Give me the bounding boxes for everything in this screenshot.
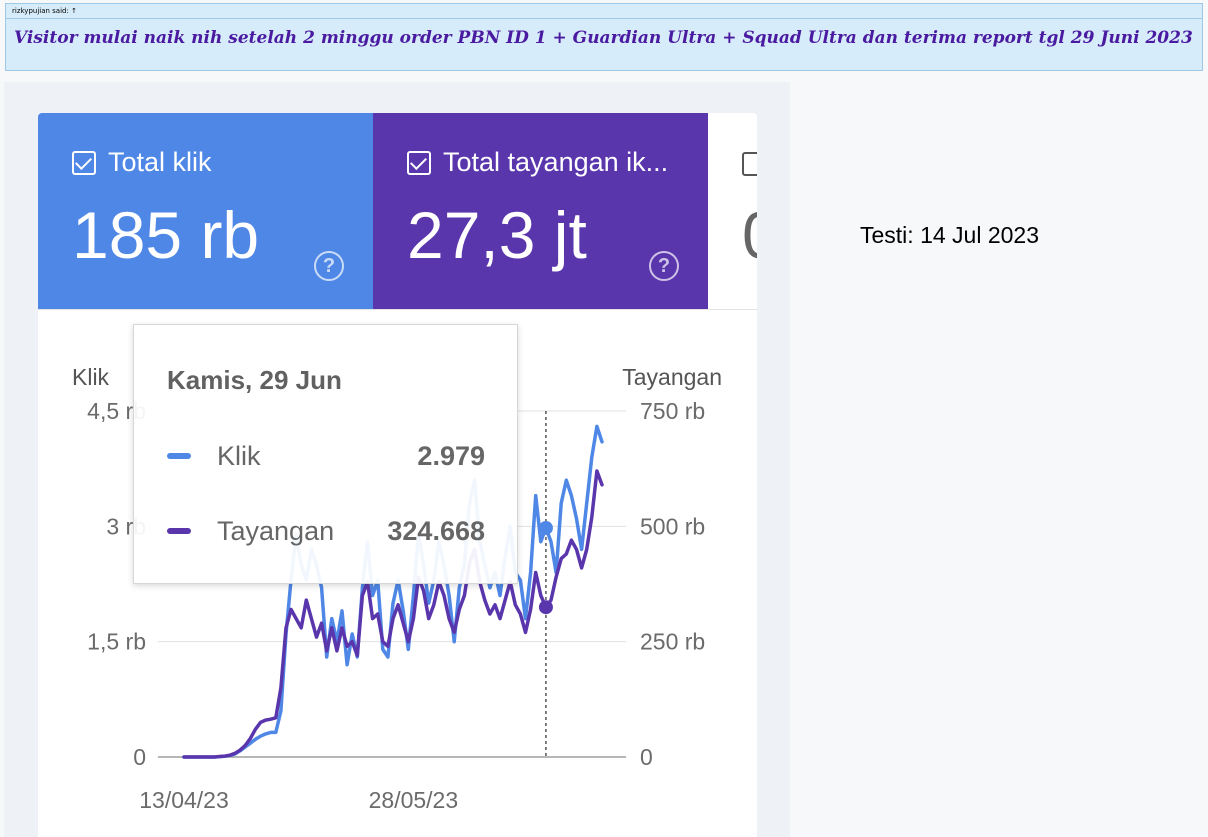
metric-title: Total tayangan ik... (407, 147, 668, 178)
metric-card-total-impressions[interactable]: Total tayangan ik... 27,3 jt ? (373, 113, 708, 309)
metric-card-third[interactable]: 0 (708, 113, 757, 309)
metric-card-total-clicks[interactable]: Total klik 185 rb ? (38, 113, 373, 309)
metric-label: Total klik (108, 147, 212, 177)
quote-author[interactable]: rizkypujian said: ↑ (12, 7, 77, 15)
left-tick-label: 1,5 rb (87, 629, 146, 655)
chart-tooltip: Kamis, 29 Jun Klik 2.979 Tayangan 324.66… (133, 324, 518, 584)
tooltip-value: 324.668 (387, 516, 485, 546)
legend-swatch-clicks (167, 453, 191, 459)
highlight-point-klik (538, 520, 553, 535)
help-icon[interactable]: ? (314, 251, 344, 281)
series-line-klik (182, 424, 604, 759)
tooltip-value: 2.979 (417, 441, 485, 471)
help-icon[interactable]: ? (649, 251, 679, 281)
checkbox-checked-icon[interactable] (407, 150, 431, 175)
divider (6, 18, 1202, 19)
x-tick-label: 28/05/23 (369, 787, 459, 813)
metric-value: 27,3 jt (407, 198, 587, 272)
right-tick-label: 0 (640, 744, 653, 770)
tooltip-label: Klik (217, 441, 261, 471)
testimonial-date: Testi: 14 Jul 2023 (860, 222, 1040, 248)
divider (38, 309, 757, 310)
tooltip-label: Tayangan (217, 516, 335, 546)
highlight-point-tayangan (538, 600, 553, 615)
right-axis-title: Tayangan (622, 364, 722, 390)
metric-value: 185 rb (72, 198, 260, 272)
legend-swatch-impressions (167, 528, 191, 534)
forum-quote-header: rizkypujian said: ↑ Visitor mulai naik n… (5, 3, 1203, 71)
checkbox-unchecked-icon[interactable] (742, 152, 757, 176)
quote-message: Visitor mulai naik nih setelah 2 minggu … (14, 28, 1193, 48)
metric-label: Total tayangan ik... (443, 147, 669, 177)
left-tick-label: 0 (133, 744, 146, 770)
x-tick-label: 13/04/23 (139, 787, 229, 813)
tooltip-row-clicks: Klik 2.979 (167, 435, 485, 475)
tooltip-date: Kamis, 29 Jun (167, 365, 342, 395)
checkbox-checked-icon[interactable] (72, 150, 96, 175)
right-tick-label: 500 rb (640, 513, 705, 539)
tooltip-row-impressions: Tayangan 324.668 (167, 510, 485, 550)
metric-value: 0 (742, 197, 757, 273)
series-line-tayangan (182, 469, 604, 759)
left-axis-title: Klik (72, 364, 110, 390)
right-tick-label: 750 rb (640, 398, 705, 424)
metric-title: Total klik (72, 147, 212, 178)
right-tick-label: 250 rb (640, 629, 705, 655)
